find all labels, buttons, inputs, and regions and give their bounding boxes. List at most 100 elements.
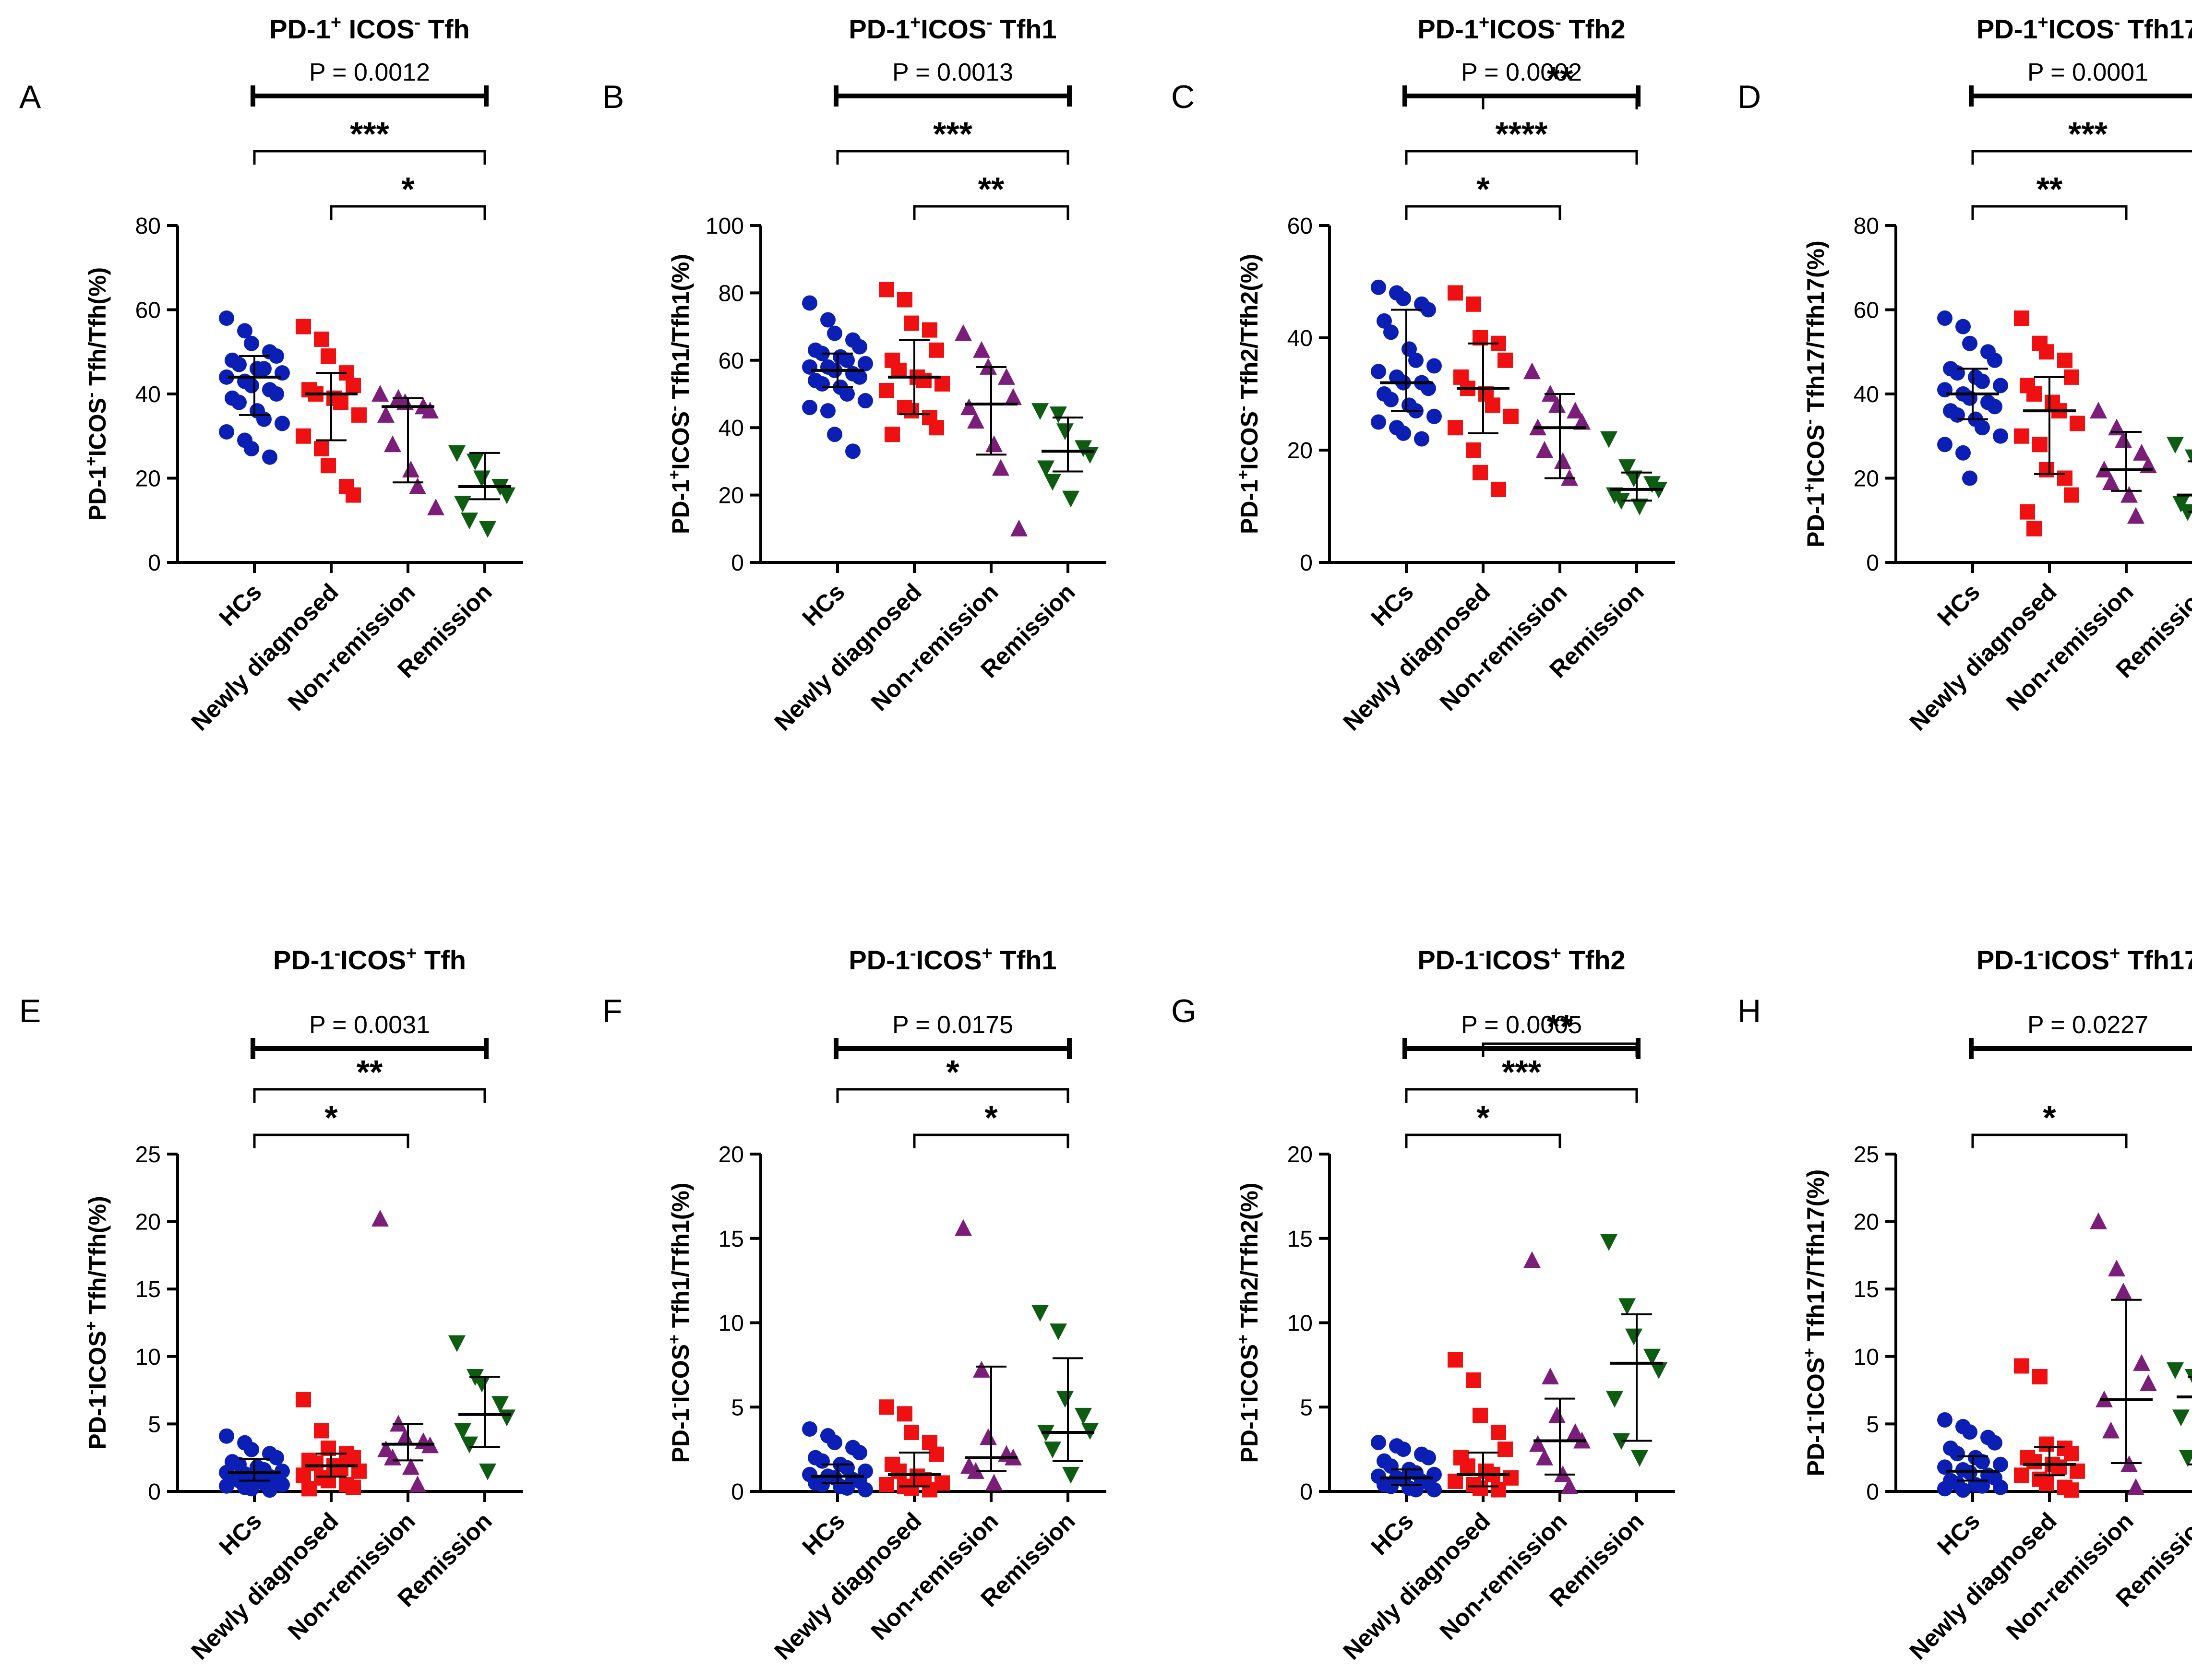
series-non-remission: [371, 1209, 439, 1492]
data-point: [815, 376, 830, 392]
data-point: [219, 310, 234, 326]
x-tick-label: Non-remission: [1435, 578, 1572, 716]
data-point: [1031, 403, 1049, 420]
series-newly-diagnosed: [879, 1399, 950, 1498]
data-point: [815, 1453, 830, 1469]
series-non-remission: [1523, 1251, 1591, 1494]
data-point: [858, 393, 873, 409]
significance-label: ***: [2068, 115, 2108, 153]
data-point: [314, 1423, 329, 1439]
title-part: ICOS: [340, 945, 406, 975]
data-point: [879, 282, 894, 298]
significance-label: ****: [1496, 115, 1548, 153]
data-point: [1962, 1424, 1977, 1440]
data-point: [1421, 302, 1436, 318]
series-remission: [1031, 403, 1099, 508]
data-point: [2133, 443, 2150, 461]
title-part: PD-1: [1417, 945, 1479, 975]
y-axis-label: PD-1-ICOS+ Tfh/Tfh(%): [82, 1196, 111, 1449]
ylabel-sup: +: [82, 456, 100, 466]
data-point: [1426, 358, 1442, 374]
x-tick-label: Non-remission: [1435, 1507, 1572, 1645]
x-tick-label: HCs: [797, 578, 850, 631]
data-point: [1567, 1423, 1584, 1440]
ylabel-sup: +: [1800, 1348, 1819, 1358]
series-remission: [448, 1335, 515, 1480]
data-point: [2167, 1362, 2184, 1379]
data-point: [244, 378, 259, 393]
data-point: [491, 1396, 509, 1413]
data-point: [296, 319, 311, 334]
ylabel-part: Tfh/Tfh(%): [84, 1196, 111, 1321]
pvalue-label: P = 0.0013: [892, 59, 1013, 86]
data-point: [371, 385, 389, 402]
data-point: [1371, 1435, 1386, 1451]
data-point: [1421, 1450, 1436, 1466]
data-point: [371, 1209, 389, 1227]
data-point: [2057, 470, 2072, 486]
data-point: [1426, 408, 1442, 424]
data-point: [1377, 313, 1392, 329]
data-point: [1010, 519, 1028, 536]
data-point: [1529, 1435, 1546, 1452]
comparison-bracket: [330, 205, 486, 220]
data-point: [2064, 1446, 2079, 1462]
data-point: [1962, 335, 1977, 351]
panel-title: PD-1+ICOS- Tfh1: [849, 12, 1056, 44]
pvalue-label: P = 0.0005: [1461, 1011, 1582, 1039]
ylabel-part: ICOS: [1236, 1344, 1263, 1403]
data-point: [839, 1480, 855, 1496]
data-point: [2179, 504, 2192, 521]
data-point: [1650, 1362, 1667, 1379]
y-tick-label: 20: [1854, 1210, 1879, 1235]
series-newly-diagnosed: [2014, 1358, 2085, 1498]
data-point: [467, 453, 484, 471]
title-part: PD-1: [849, 14, 910, 44]
panel-title: PD-1-ICOS+ Tfh1: [849, 943, 1056, 975]
y-tick-label: 0: [731, 550, 744, 576]
data-point: [2039, 1436, 2054, 1452]
ylabel-part: PD-1: [1802, 1421, 1829, 1476]
y-tick-label: 80: [1854, 214, 1879, 239]
significance-label: ***: [933, 115, 972, 153]
data-point: [409, 1475, 426, 1492]
ylabel-part: Tfh17/Tfh17(%): [1802, 240, 1829, 419]
data-point: [402, 1458, 419, 1475]
y-tick-label: 0: [1866, 550, 1879, 576]
data-point: [1491, 1482, 1506, 1498]
panel-title: PD-1+ ICOS- Tfh: [269, 12, 470, 44]
title-sup: -: [414, 12, 420, 33]
data-point: [904, 1424, 919, 1440]
data-point: [237, 323, 252, 339]
series-newly-diagnosed: [296, 319, 367, 503]
comparison-bracket: [913, 1133, 1069, 1148]
title-part: Tfh1: [993, 14, 1057, 44]
data-point: [904, 403, 919, 419]
title-part: Tfh: [420, 14, 470, 44]
data-point: [296, 1392, 311, 1407]
data-point: [498, 487, 515, 504]
data-point: [929, 342, 944, 358]
data-point: [1062, 490, 1079, 508]
data-point: [1561, 1477, 1578, 1494]
comparison-bracket: [253, 1133, 409, 1148]
data-point: [2014, 428, 2029, 444]
data-point: [269, 386, 284, 402]
data-point: [402, 460, 419, 477]
y-tick-label: 0: [1300, 1479, 1313, 1505]
title-part: ICOS: [1485, 945, 1551, 975]
data-point: [845, 443, 861, 459]
comparison-bracket: [1405, 150, 1638, 165]
data-point: [1625, 470, 1642, 488]
data-point: [421, 402, 439, 419]
title-part: PD-1: [849, 945, 910, 975]
data-point: [1573, 413, 1591, 430]
y-tick-label: 0: [1866, 1479, 1879, 1505]
y-tick-label: 60: [135, 298, 161, 323]
panel-title: PD-1-ICOS+ Tfh: [273, 943, 466, 975]
series-non-remission: [955, 1219, 1022, 1491]
data-point: [2039, 344, 2054, 360]
data-point: [967, 412, 984, 429]
